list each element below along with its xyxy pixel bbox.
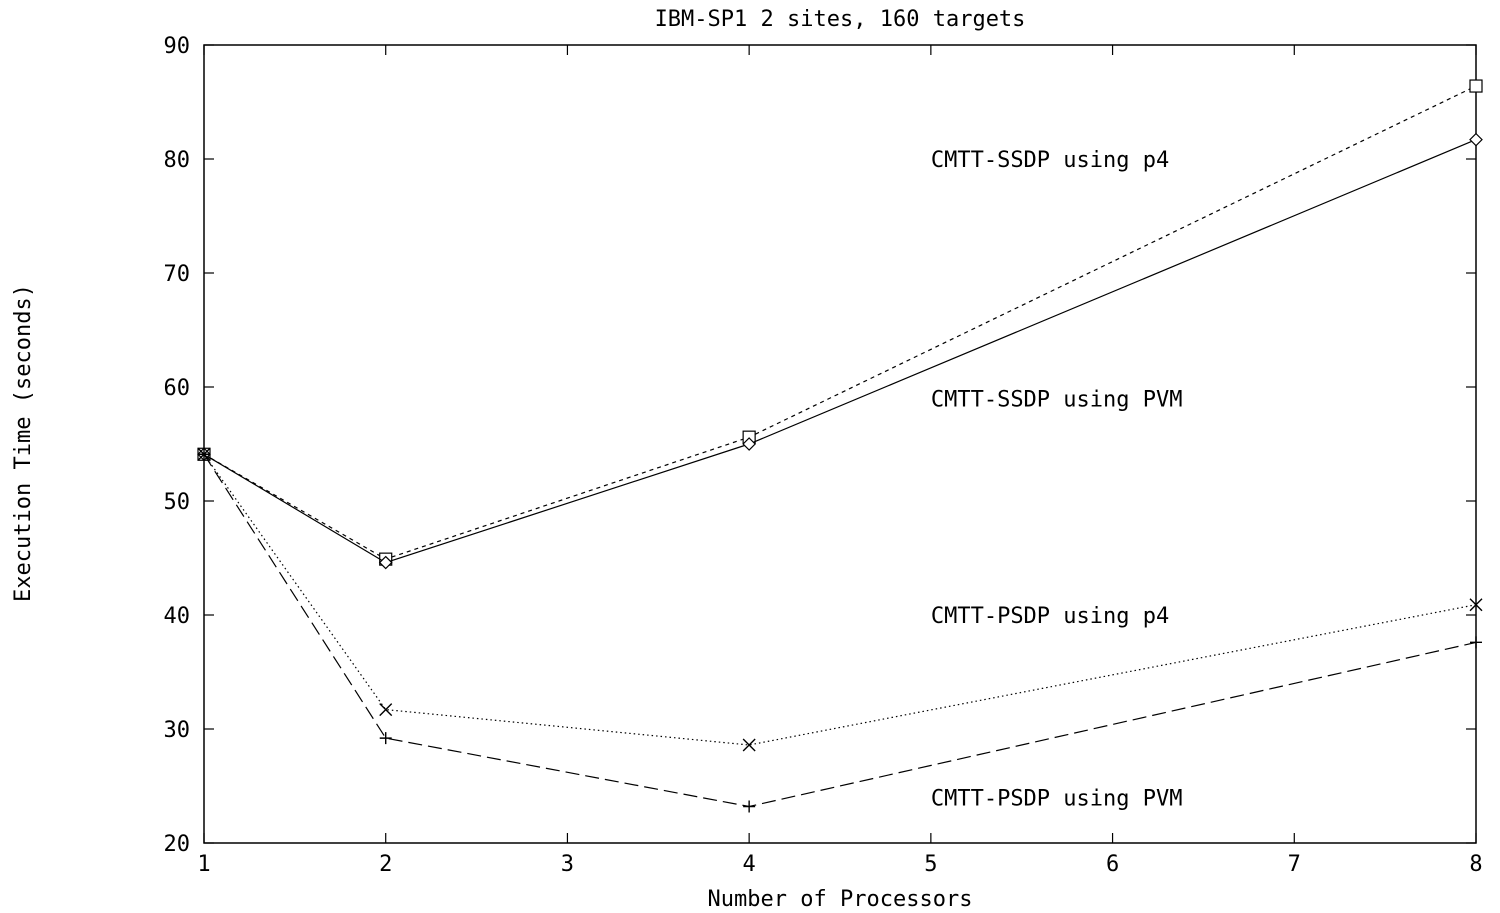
axis-ticks: 1 2 3 4 5 6 7 8 20 30 40 50 60 70 80 90 xyxy=(164,34,1483,877)
y-tick-label: 60 xyxy=(164,376,191,401)
series-annotation: CMTT-SSDP using p4 xyxy=(931,148,1169,173)
x-tick-label: 1 xyxy=(197,852,210,877)
diamond-marker xyxy=(1469,132,1483,147)
chart-title: IBM-SP1 2 sites, 160 targets xyxy=(655,7,1026,32)
y-tick-label: 80 xyxy=(164,148,191,173)
y-tick-label: 90 xyxy=(164,34,191,59)
y-tick-label: 70 xyxy=(164,262,191,287)
series-layer xyxy=(197,79,1483,813)
x-tick-label: 2 xyxy=(379,852,392,877)
square-marker xyxy=(1469,79,1483,93)
series-2 xyxy=(197,132,1483,570)
plus-marker xyxy=(379,732,392,745)
y-tick-label: 40 xyxy=(164,604,191,629)
y-tick-label: 50 xyxy=(164,490,191,515)
x-axis-label: Number of Processors xyxy=(708,887,973,912)
plus-marker xyxy=(743,800,756,813)
series-annotation: CMTT-PSDP using PVM xyxy=(931,786,1183,811)
x-tick-label: 8 xyxy=(1469,852,1482,877)
annotation-layer: CMTT-SSDP using p4 CMTT-SSDP using PVM CMT… xyxy=(931,148,1183,811)
x-tick-label: 5 xyxy=(924,852,937,877)
diamond-marker xyxy=(378,555,393,570)
cross-marker xyxy=(1469,598,1483,612)
x-tick-label: 6 xyxy=(1106,852,1119,877)
x-tick-label: 7 xyxy=(1288,852,1301,877)
series-annotation: CMTT-PSDP using p4 xyxy=(931,604,1169,629)
series-line xyxy=(203,85,1477,560)
y-axis-label: Execution Time (seconds) xyxy=(11,284,36,602)
y-tick-label: 30 xyxy=(164,718,191,743)
series-4 xyxy=(198,448,1482,813)
plus-marker xyxy=(198,448,210,461)
plus-marker xyxy=(1470,636,1482,649)
series-3 xyxy=(197,447,1483,752)
cross-marker xyxy=(742,738,756,752)
series-line xyxy=(203,453,1477,808)
diamond-marker xyxy=(742,437,756,451)
series-line xyxy=(203,139,1477,564)
series-annotation: CMTT-SSDP using PVM xyxy=(931,387,1183,412)
series-line xyxy=(203,453,1477,746)
y-tick-label: 20 xyxy=(164,832,191,857)
series-1 xyxy=(197,79,1483,566)
plot-frame xyxy=(203,44,1477,844)
x-tick-label: 3 xyxy=(561,852,574,877)
cross-marker xyxy=(379,703,393,717)
x-tick-label: 4 xyxy=(743,852,756,877)
